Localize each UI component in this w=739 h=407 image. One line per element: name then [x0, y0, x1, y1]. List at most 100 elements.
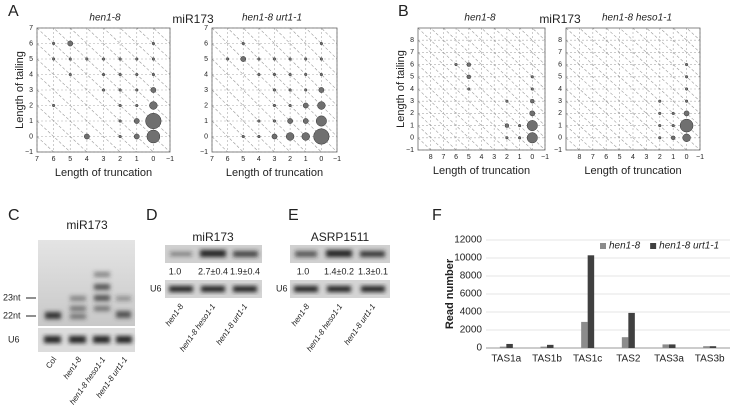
bubble: [658, 136, 662, 140]
size-marker: 22nt: [3, 310, 21, 320]
band: [294, 286, 318, 292]
scatter-plot: 7 6 5 4 3 2 1 0 −1 −1 0 1 2 3 4 5 6 7 hen1-8 Length of trun…: [14, 13, 174, 179]
size-marker: 23nt: [3, 292, 21, 302]
diagonal-line: [442, 28, 545, 126]
diagonal-line: [566, 100, 621, 150]
bubble: [135, 88, 139, 92]
band: [44, 336, 61, 343]
y-tick-label: 12000: [454, 235, 482, 246]
bubble: [68, 72, 72, 77]
bubble: [118, 119, 122, 123]
panel-letter: A: [8, 3, 19, 20]
y-tick-label: 3: [29, 87, 33, 94]
x-axis-label: Length of truncation: [584, 165, 681, 177]
band: [327, 286, 351, 292]
band: [93, 336, 110, 343]
x-tick-label: 7: [591, 154, 595, 161]
diagonal-line: [227, 28, 337, 137]
x-tick-label: 6: [604, 154, 608, 161]
band: [69, 336, 86, 343]
bubble: [302, 102, 309, 109]
y-tick-label: 0: [204, 133, 208, 140]
lane-label: hen1-8 heso1-1: [178, 302, 218, 353]
diagonal-line: [430, 28, 545, 139]
bubble: [135, 57, 139, 61]
bubble: [151, 41, 155, 46]
quantification: 1.4±0.2: [324, 266, 354, 276]
bubble: [685, 63, 689, 67]
bubble: [118, 103, 122, 108]
legend-label: hen1-8: [609, 241, 641, 252]
panel-letter: B: [398, 3, 409, 20]
diagonal-line: [418, 39, 533, 150]
bubble: [530, 75, 534, 79]
subplot-title: hen1-8: [464, 13, 496, 24]
y-tick-label: 8000: [460, 271, 483, 282]
bubble: [85, 57, 89, 61]
subplot-title: hen1-8 heso1-1: [602, 13, 672, 24]
y-tick-label: −1: [554, 147, 562, 154]
bubble: [118, 134, 122, 139]
quantification: 1.9±0.4: [230, 266, 260, 276]
bubble: [530, 87, 534, 91]
y-tick-label: 0: [476, 343, 482, 354]
bar: [506, 343, 513, 348]
y-tick-label: 3: [410, 98, 414, 105]
band: [201, 286, 225, 292]
x-tick-label: 1: [671, 154, 675, 161]
y-axis-label: Read number: [444, 258, 456, 329]
band: [233, 286, 257, 292]
diagonal-line: [506, 28, 545, 65]
y-tick-label: 0: [29, 133, 33, 140]
y-tick-label: 6: [558, 61, 562, 68]
y-tick-label: 6: [204, 40, 208, 47]
diagonal-line: [566, 174, 700, 296]
subplot-title: hen1-8: [89, 13, 121, 24]
bubble: [285, 132, 295, 141]
band: [169, 286, 193, 292]
y-axis-label: Length of tailing: [14, 51, 26, 129]
bubble: [505, 99, 509, 103]
lane-label: hen1-8: [164, 302, 186, 328]
gel-e: 1.0 1.4±0.2 1.3±0.1 U6 hen1-8 hen1-8 hes…: [276, 245, 390, 353]
band: [94, 295, 110, 301]
diagonal-line: [418, 125, 444, 150]
y-tick-label: 6: [410, 61, 414, 68]
y-tick-label: 4: [410, 86, 414, 93]
bubble: [313, 128, 330, 145]
y-tick-label: −1: [406, 147, 414, 154]
bar: [499, 346, 507, 348]
bar: [703, 346, 710, 348]
x-tick-label: 6: [226, 156, 230, 163]
x-axis-label: Length of truncation: [55, 167, 152, 179]
bubble: [257, 72, 261, 77]
bubble: [68, 57, 72, 61]
y-tick-label: 0: [558, 135, 562, 142]
x-tick-label: 1: [518, 154, 522, 161]
bubble: [685, 75, 689, 79]
bubble: [304, 88, 308, 92]
band: [45, 312, 61, 319]
band: [94, 284, 110, 290]
x-tick-label: 3: [102, 156, 106, 163]
x-tick-label: 5: [241, 156, 245, 163]
bubble: [288, 72, 292, 77]
y-tick-label: 4: [204, 71, 208, 78]
bubble: [272, 57, 277, 61]
y-tick-label: 7: [410, 49, 414, 56]
bubble: [304, 72, 308, 77]
x-tick-label: TAS2: [616, 354, 641, 365]
bubble: [271, 133, 278, 140]
bubble: [288, 88, 292, 92]
bubble: [518, 136, 522, 140]
band: [233, 251, 258, 257]
y-tick-label: 1: [204, 118, 208, 125]
x-tick-label: 4: [85, 156, 89, 163]
lane-label: hen1-8 urt1-1: [342, 302, 377, 347]
diagonal-line: [418, 100, 470, 150]
bubble: [149, 101, 158, 110]
x-tick-label: 8: [577, 154, 581, 161]
y-axis-label: Length of tailing: [395, 50, 407, 128]
x-tick-label: 4: [480, 154, 484, 161]
x-tick-label: 0: [319, 156, 323, 163]
